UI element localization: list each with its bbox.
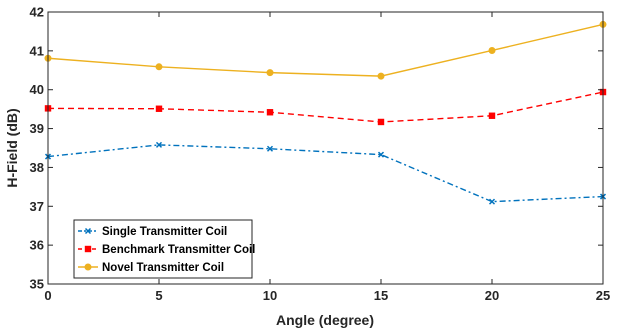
series-1-point: [488, 198, 496, 205]
series-3-line: [47, 23, 604, 77]
x-tick-label: 0: [44, 288, 51, 303]
legend-box: [73, 219, 253, 279]
legend: Single Transmitter Coil Benchmark Transmi…: [73, 219, 255, 279]
series-2-line: [47, 91, 604, 123]
series-1-point: [155, 141, 163, 148]
legend-swatch-marker: [84, 227, 92, 235]
y-axis-label: H-Field (dB): [4, 108, 20, 187]
series-1-point: [377, 151, 385, 158]
x-tick-label: 20: [485, 288, 499, 303]
series-3-point: [377, 72, 385, 80]
axes-layer: 0 5 10 15 20 25 35 36 37 38 39 40 41 42: [30, 5, 611, 304]
series-layer: [44, 20, 607, 205]
legend-label: Single Transmitter Coil: [102, 226, 227, 238]
x-tick-label: 25: [596, 288, 610, 303]
y-tick-label: 39: [30, 121, 44, 136]
series-3-point: [488, 46, 496, 54]
legend-label: Benchmark Transmitter Coil: [102, 244, 255, 256]
legend-label: Novel Transmitter Coil: [102, 262, 224, 274]
y-tick-label: 40: [30, 82, 44, 97]
series-2-point: [488, 112, 496, 119]
series-2-point: [266, 109, 274, 116]
series-2-point: [377, 118, 385, 126]
y-tick-label: 38: [30, 160, 44, 175]
x-axis-label: Angle (degree): [276, 312, 374, 328]
y-tick-label: 42: [30, 5, 44, 20]
y-tick-label: 37: [30, 199, 44, 214]
y-tick-label: 35: [30, 277, 44, 292]
legend-swatch-marker: [84, 245, 92, 253]
series-3-point: [266, 69, 274, 77]
x-tick-label: 15: [374, 288, 388, 303]
x-tick-label: 10: [263, 288, 277, 303]
y-tick-label: 41: [30, 43, 44, 58]
axes-box: [47, 11, 604, 285]
series-1-line: [47, 144, 604, 203]
legend-swatch-marker: [84, 263, 92, 271]
series-2-point: [155, 105, 163, 112]
series-3-point: [155, 63, 163, 71]
y-tick-label: 36: [30, 238, 44, 253]
x-tick-label: 5: [155, 288, 162, 303]
series-1-point: [266, 145, 274, 152]
